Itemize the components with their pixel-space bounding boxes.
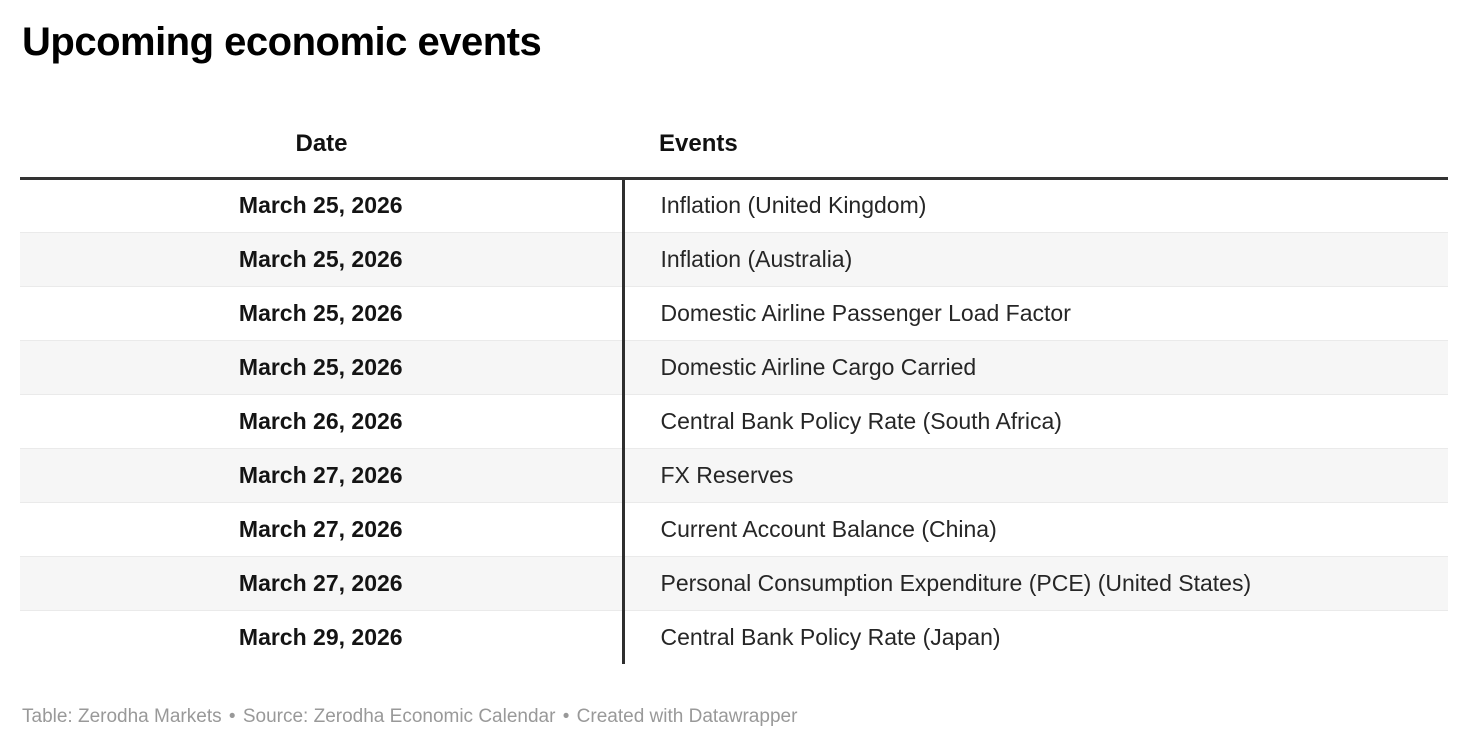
page-title: Upcoming economic events bbox=[22, 20, 542, 64]
column-header-date: Date bbox=[20, 112, 623, 180]
footer-source-label: Source: bbox=[242, 706, 309, 727]
footer-table-credit-link[interactable]: Zerodha Markets bbox=[77, 706, 222, 727]
event-cell: Domestic Airline Passenger Load Factor bbox=[623, 285, 1448, 340]
table-row: March 27, 2026 Current Account Balance (… bbox=[20, 501, 1448, 556]
event-cell: FX Reserves bbox=[623, 447, 1448, 502]
event-cell: Central Bank Policy Rate (Japan) bbox=[623, 609, 1448, 664]
date-cell: March 26, 2026 bbox=[20, 393, 625, 448]
footer-separator: • bbox=[228, 706, 236, 727]
event-cell: Domestic Airline Cargo Carried bbox=[623, 339, 1448, 394]
footer-source-credit-link[interactable]: Zerodha Economic Calendar bbox=[313, 706, 556, 727]
date-cell: March 27, 2026 bbox=[20, 501, 625, 556]
column-header-events: Events bbox=[623, 112, 1448, 180]
footer-datawrapper-link[interactable]: Datawrapper bbox=[688, 706, 798, 727]
header-row: Date Events bbox=[20, 112, 1448, 180]
event-cell: Inflation (Australia) bbox=[623, 231, 1448, 286]
table-row: March 25, 2026 Domestic Airline Passenge… bbox=[20, 285, 1448, 340]
date-cell: March 25, 2026 bbox=[20, 178, 625, 232]
table-row: March 25, 2026 Inflation (United Kingdom… bbox=[20, 178, 1448, 232]
table-row: March 27, 2026 FX Reserves bbox=[20, 447, 1448, 502]
date-cell: March 25, 2026 bbox=[20, 285, 625, 340]
date-cell: March 27, 2026 bbox=[20, 447, 625, 502]
table-row: March 25, 2026 Domestic Airline Cargo Ca… bbox=[20, 339, 1448, 394]
attribution-footer: Table: Zerodha Markets • Source: Zerodha… bbox=[22, 704, 797, 730]
table-body: March 25, 2026 Inflation (United Kingdom… bbox=[20, 178, 1448, 664]
table-row: March 26, 2026 Central Bank Policy Rate … bbox=[20, 393, 1448, 448]
date-cell: March 25, 2026 bbox=[20, 231, 625, 286]
date-cell: March 25, 2026 bbox=[20, 339, 625, 394]
event-cell: Current Account Balance (China) bbox=[623, 501, 1448, 556]
table-row: March 25, 2026 Inflation (Australia) bbox=[20, 231, 1448, 286]
footer-created-label: Created with bbox=[576, 706, 684, 727]
date-cell: March 27, 2026 bbox=[20, 555, 625, 610]
footer-table-label: Table: bbox=[22, 706, 73, 727]
event-cell: Inflation (United Kingdom) bbox=[660, 192, 927, 218]
event-cell: Central Bank Policy Rate (South Africa) bbox=[623, 393, 1448, 448]
events-table: Date Events March 25, 2026 Inflation (Un… bbox=[20, 112, 1448, 664]
table-row: March 29, 2026 Central Bank Policy Rate … bbox=[20, 609, 1448, 664]
table-header: Date Events bbox=[20, 112, 1448, 180]
date-cell: March 29, 2026 bbox=[20, 609, 625, 664]
footer-separator: • bbox=[562, 706, 570, 727]
event-cell: Personal Consumption Expenditure (PCE) (… bbox=[623, 555, 1448, 610]
table-row: March 27, 2026 Personal Consumption Expe… bbox=[20, 555, 1448, 610]
